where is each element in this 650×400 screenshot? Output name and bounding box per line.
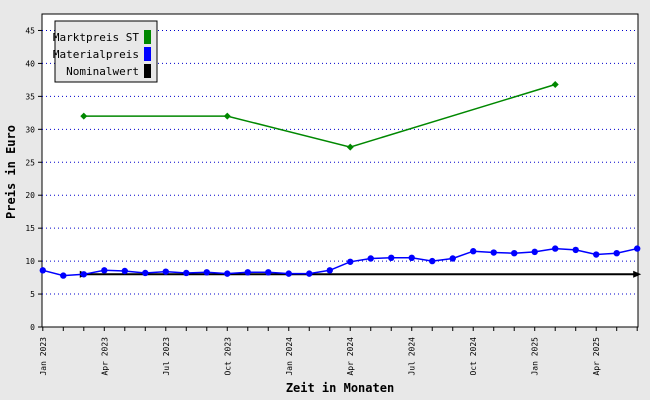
legend-label: Nominalwert: [66, 65, 139, 78]
data-point-materialpreis: [388, 254, 395, 262]
legend-label: Materialpreis: [53, 48, 139, 61]
data-point-materialpreis: [285, 270, 292, 277]
data-point-materialpreis: [60, 272, 67, 279]
data-point-materialpreis: [244, 269, 251, 276]
data-point-materialpreis: [613, 249, 620, 257]
y-tick-label: 30: [25, 125, 35, 134]
x-tick-label: Jul 2024: [408, 337, 417, 376]
y-tick-label: 45: [25, 26, 35, 35]
data-point-materialpreis: [408, 254, 415, 262]
x-tick-label: Oct 2024: [469, 337, 478, 376]
data-point-materialpreis: [183, 269, 190, 277]
axes: 0 5 10 15 20 25 30 35 40 45 Jan 2023 Apr 2023 Jul 20…: [25, 26, 638, 376]
data-point-materialpreis: [326, 267, 333, 274]
legend-swatch: [144, 30, 151, 44]
y-tick-label: 0: [30, 323, 35, 332]
data-point-marktpreis-st: [346, 143, 354, 151]
data-point-marktpreis-st: [551, 81, 559, 89]
data-point-materialpreis: [449, 255, 456, 262]
x-tick-label: Oct 2023: [223, 337, 232, 376]
y-tick-label: 5: [30, 290, 35, 299]
x-tick-label: Jan 2024: [285, 337, 294, 376]
series-group: [39, 81, 642, 279]
series-line-materialpreis: [42, 247, 638, 277]
series-materialpreis: [39, 245, 641, 279]
data-point-materialpreis: [80, 271, 87, 278]
data-point-materialpreis: [531, 248, 538, 256]
legend-label: Marktpreis ST: [53, 31, 139, 44]
series-marktpreis-st: [80, 81, 559, 151]
data-point-nominalwert: [633, 270, 642, 278]
y-tick-label: 15: [25, 224, 35, 233]
data-point-materialpreis: [347, 258, 354, 265]
data-point-marktpreis-st: [80, 112, 88, 120]
data-point-materialpreis: [162, 268, 169, 275]
data-point-materialpreis: [572, 246, 579, 254]
x-tick-label: Jan 2025: [531, 337, 540, 376]
x-tick-label: Apr 2025: [592, 337, 601, 376]
legend-swatch: [144, 64, 151, 78]
x-tick-label: Apr 2024: [346, 337, 355, 376]
data-point-marktpreis-st: [223, 112, 231, 120]
y-axis-title: Preis in Euro: [4, 125, 18, 219]
data-point-materialpreis: [306, 270, 313, 277]
y-tick-label: 20: [25, 191, 35, 200]
y-tick-label: 10: [25, 257, 35, 266]
data-point-materialpreis: [367, 255, 374, 262]
y-tick-label: 35: [25, 92, 35, 101]
legend-swatch: [144, 47, 151, 61]
data-point-materialpreis: [101, 267, 108, 274]
data-point-materialpreis: [265, 269, 272, 276]
y-tick-label: 40: [25, 59, 35, 68]
x-tick-label: Apr 2023: [100, 337, 109, 376]
data-point-materialpreis: [121, 267, 128, 275]
data-point-materialpreis: [490, 249, 497, 256]
data-point-materialpreis: [224, 270, 231, 277]
x-tick-label: Jan 2023: [39, 337, 48, 376]
data-point-materialpreis: [593, 251, 600, 258]
x-tick-label: Jul 2023: [162, 337, 171, 376]
x-axis-title: Zeit in Monaten: [286, 381, 394, 395]
y-tick-label: 25: [25, 158, 35, 167]
series-line-marktpreis-st: [83, 83, 556, 148]
grid-lines: [42, 29, 638, 295]
data-point-materialpreis: [511, 249, 518, 257]
data-point-materialpreis: [634, 245, 641, 252]
data-point-materialpreis: [552, 245, 559, 252]
data-point-materialpreis: [203, 269, 210, 276]
legend-box: [54, 20, 158, 83]
legend: Marktpreis ST Materialpreis Nominalwert: [53, 20, 158, 83]
data-point-materialpreis: [39, 267, 46, 274]
data-point-materialpreis: [142, 269, 149, 277]
data-point-materialpreis: [429, 257, 436, 265]
data-point-materialpreis: [470, 248, 477, 255]
